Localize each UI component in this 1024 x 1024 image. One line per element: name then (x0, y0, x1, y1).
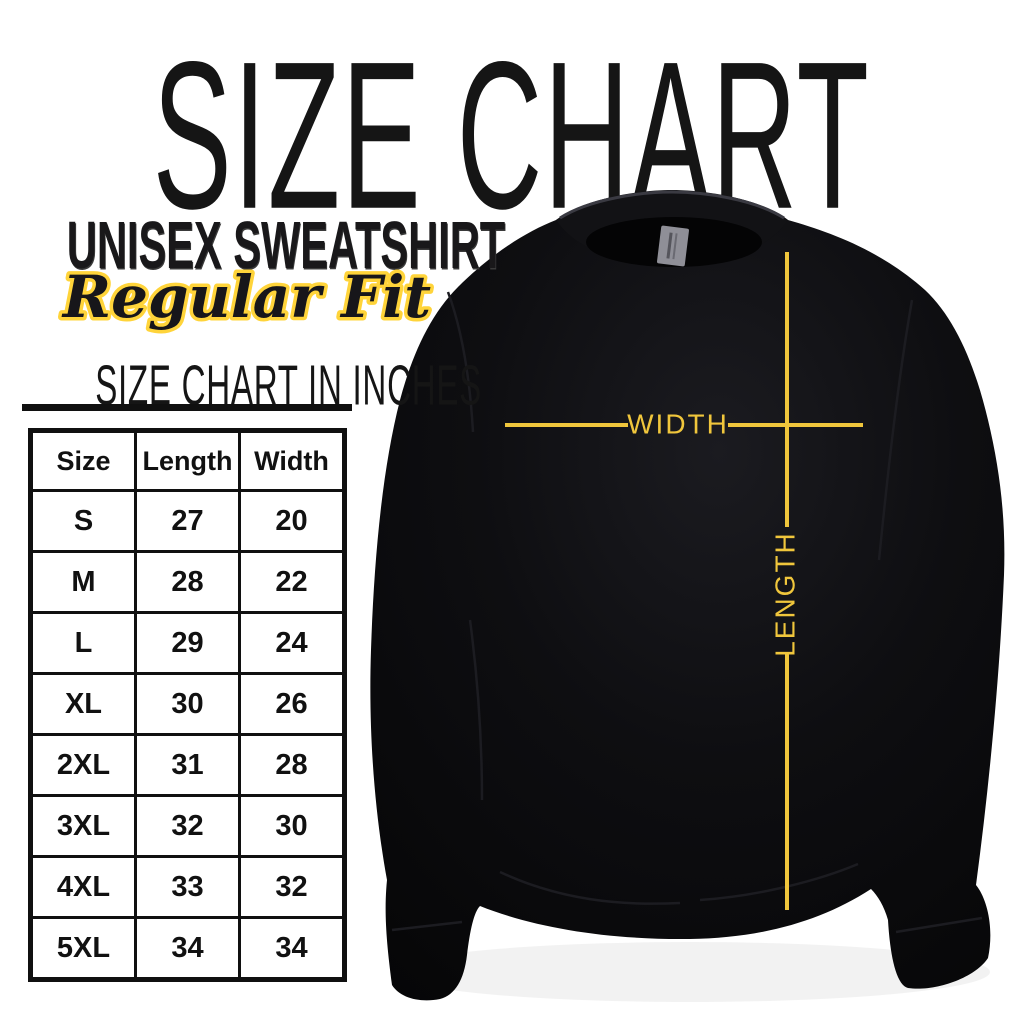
width-label: WIDTH (627, 408, 729, 439)
width-cell: 26 (238, 672, 346, 736)
collar-highlight (559, 190, 785, 220)
column-header-width: Width (238, 429, 346, 492)
product-heading-text: UNISEX SWEATSHIRT (66, 209, 506, 284)
table-heading: SIZE CHART IN INCHES (20, 352, 481, 416)
width-cell: 34 (238, 916, 346, 981)
size-table-header-row: Size Length Width (29, 429, 346, 492)
shirt-shadow (390, 942, 990, 1002)
table-row: L 29 24 (29, 611, 346, 675)
size-cell: 4XL (29, 855, 137, 919)
size-table: Size Length Width S 27 20 M 28 22 L 29 2… (28, 428, 347, 982)
fabric-seams (391, 291, 983, 934)
width-cell: 28 (238, 733, 346, 797)
table-row: 2XL 31 28 (29, 733, 346, 797)
brand-tag (657, 225, 689, 267)
table-row: M 28 22 (29, 550, 346, 614)
width-cell: 30 (238, 794, 346, 858)
size-cell: 2XL (29, 733, 137, 797)
length-cell: 30 (134, 672, 241, 736)
length-label: LENGTH (769, 531, 800, 657)
fit-subheading: Regular Fit (57, 260, 434, 335)
width-cell: 24 (238, 611, 346, 675)
width-cell: 20 (238, 489, 346, 553)
length-cell: 28 (134, 550, 241, 614)
sweatshirt-body (370, 193, 1005, 1001)
product-heading: UNISEX SWEATSHIRT (12, 208, 505, 283)
size-cell: L (29, 611, 137, 675)
column-header-size: Size (29, 429, 137, 492)
width-cell: 32 (238, 855, 346, 919)
table-row: S 27 20 (29, 489, 346, 553)
length-cell: 34 (134, 916, 241, 981)
table-row: 4XL 33 32 (29, 855, 346, 919)
table-row: 5XL 34 34 (29, 916, 346, 981)
size-cell: 3XL (29, 794, 137, 858)
length-cell: 29 (134, 611, 241, 675)
length-cell: 31 (134, 733, 241, 797)
fit-subheading-text: Regular Fit (61, 263, 431, 331)
measurement-lines (505, 252, 863, 910)
table-heading-underline (22, 404, 352, 411)
column-header-length: Length (134, 429, 241, 492)
length-cell: 32 (134, 794, 241, 858)
size-cell: M (29, 550, 137, 614)
table-row: 3XL 32 30 (29, 794, 346, 858)
length-cell: 33 (134, 855, 241, 919)
size-cell: S (29, 489, 137, 553)
size-cell: XL (29, 672, 137, 736)
width-cell: 22 (238, 550, 346, 614)
size-cell: 5XL (29, 916, 137, 981)
table-row: XL 30 26 (29, 672, 346, 736)
length-cell: 27 (134, 489, 241, 553)
